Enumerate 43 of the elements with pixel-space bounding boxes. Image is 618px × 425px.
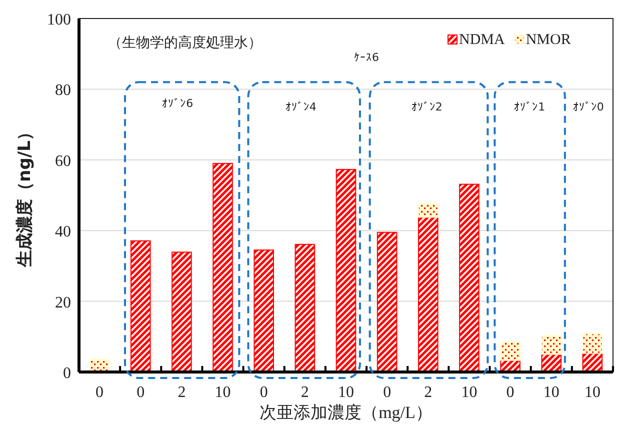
x-tick-label: 10 [338,384,354,401]
bar [500,341,520,361]
x-tick-label: 0 [96,384,104,401]
x-tick-label: 10 [214,384,231,401]
annotation: ｹｰｽ6 [354,50,380,64]
x-tick-label: 0 [260,384,268,401]
annotation: ｵｿﾞﾝ4 [285,100,316,114]
x-tick-label: 0 [136,384,145,401]
annotation: ｵｿﾞﾝ6 [162,96,194,110]
bar [294,244,316,372]
bar [172,252,192,372]
x-tick-label: 0 [383,384,392,401]
annotation: ｵｿﾞﾝ1 [514,100,546,114]
bar [212,162,233,372]
bar [418,203,438,218]
y-tick-label: 40 [55,224,71,241]
x-tick-label: 0 [506,384,514,401]
legend-label: NDMA [459,32,505,48]
bar [582,333,603,354]
x-tick-label: 2 [178,384,186,401]
annotation: ｵｿﾞﾝ0 [572,100,604,114]
x-tick-label: 10 [543,384,560,401]
x-axis-title: 次亜添加濃度（mg/L） [260,403,432,422]
annotation: ｵｿﾞﾝ2 [411,100,442,114]
annotation: （生物学的高度処理水） [108,34,262,51]
y-tick-label: 20 [55,294,71,312]
y-tick-label: 60 [55,152,71,170]
x-tick-label: 2 [424,384,432,401]
bar [459,184,480,372]
y-tick-label: 0 [63,365,71,382]
y-tick-label: 100 [47,12,71,28]
y-tick-label: 80 [55,82,71,100]
x-tick-label: 2 [300,384,309,401]
x-tick-label: 10 [461,384,478,401]
bar [254,250,274,372]
bar [130,240,151,372]
bar [376,232,398,372]
y-axis-title: 生成濃度（ng/L） [15,124,35,268]
bar [336,168,356,372]
bar [418,216,438,372]
bar [541,335,562,355]
x-tick-label: 10 [584,384,600,401]
legend-label: NMOR [526,32,571,48]
